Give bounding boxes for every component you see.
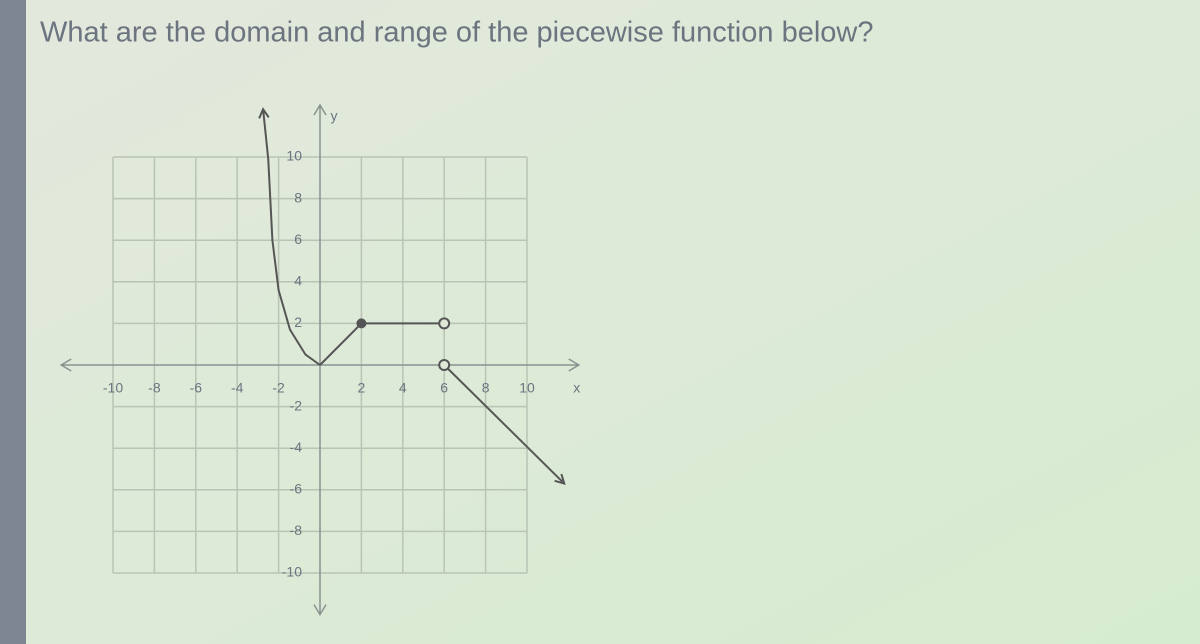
x-tick-label: 2 xyxy=(358,380,366,396)
x-tick-label: -4 xyxy=(231,380,244,396)
x-tick-label: -10 xyxy=(103,380,123,396)
x-tick-label: 6 xyxy=(440,380,448,396)
function-piece xyxy=(319,322,363,366)
y-tick-label: -4 xyxy=(290,439,303,455)
y-tick-label: -6 xyxy=(290,481,303,497)
x-tick-label: -6 xyxy=(190,380,203,396)
x-tick-label: -8 xyxy=(148,380,161,396)
open-point xyxy=(438,359,451,371)
function-piece xyxy=(262,109,321,366)
y-tick-label: 2 xyxy=(294,314,302,330)
end-arrow xyxy=(554,473,566,486)
function-piece xyxy=(443,364,565,485)
y-tick-label: -8 xyxy=(290,522,303,538)
x-axis-label: x xyxy=(573,380,580,396)
question: What are the domain and range of the pie… xyxy=(40,17,873,49)
x-tick-label: 10 xyxy=(519,380,535,396)
y-tick-label: -10 xyxy=(282,564,302,580)
end-arrow xyxy=(258,107,270,119)
y-axis-label: y xyxy=(331,108,338,124)
x-tick-label: 4 xyxy=(399,380,407,396)
open-point xyxy=(438,317,451,330)
y-tick-label: -2 xyxy=(290,397,303,413)
y-tick-label: 10 xyxy=(286,148,302,164)
x-tick-label: -2 xyxy=(272,380,285,396)
y-tick-label: 6 xyxy=(294,231,302,247)
y-tick-label: 4 xyxy=(294,273,302,289)
x-tick-label: 8 xyxy=(482,380,490,396)
y-tick-label: 8 xyxy=(294,189,302,205)
axis-arrow xyxy=(59,103,581,617)
left-edge xyxy=(0,0,26,644)
plot: x y -10 -8 -6 -4 -2 2 4 6 8 10 -10 -8 -6 -4 -2 2 4 6 8 10 xyxy=(59,103,581,617)
